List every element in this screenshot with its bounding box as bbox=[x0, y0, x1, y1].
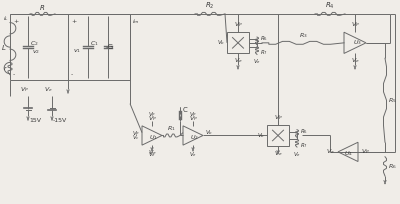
Text: $i_m$: $i_m$ bbox=[132, 17, 140, 26]
Text: $V_P$: $V_P$ bbox=[274, 113, 282, 122]
Text: -: - bbox=[13, 72, 15, 77]
Text: $i_L$: $i_L$ bbox=[3, 14, 9, 23]
Text: $R_1$: $R_1$ bbox=[167, 124, 175, 133]
Text: $V_b$: $V_b$ bbox=[257, 131, 265, 140]
Text: $U_4$: $U_4$ bbox=[344, 149, 354, 158]
Text: $V_e$: $V_e$ bbox=[189, 150, 197, 159]
Text: -: - bbox=[71, 72, 73, 77]
Text: $V_P$: $V_P$ bbox=[188, 114, 198, 123]
Text: $V_P$: $V_P$ bbox=[148, 110, 156, 119]
Text: R: R bbox=[40, 5, 45, 11]
Text: $V_e$: $V_e$ bbox=[253, 57, 261, 66]
Text: $V_P$: $V_P$ bbox=[148, 114, 156, 123]
Text: $V_e$: $V_e$ bbox=[148, 148, 156, 157]
Text: $R_6$: $R_6$ bbox=[300, 127, 308, 136]
Text: +: + bbox=[13, 19, 18, 24]
Text: $V_e$: $V_e$ bbox=[274, 149, 282, 158]
Text: -15V: -15V bbox=[53, 118, 67, 123]
Text: $V_e$: $V_e$ bbox=[234, 56, 242, 65]
Text: $V_e$: $V_e$ bbox=[326, 147, 335, 156]
Text: 15V: 15V bbox=[29, 118, 41, 123]
Text: $U_3$: $U_3$ bbox=[352, 38, 362, 47]
Bar bbox=[227, 32, 249, 53]
Bar bbox=[267, 125, 289, 146]
Text: $V_P$: $V_P$ bbox=[350, 20, 360, 29]
Text: $U_1$: $U_1$ bbox=[148, 133, 158, 142]
Text: $C_2$: $C_2$ bbox=[30, 39, 39, 48]
Text: $R_2$: $R_2$ bbox=[205, 1, 215, 11]
Text: L: L bbox=[2, 45, 6, 51]
Text: $R_7$: $R_7$ bbox=[260, 48, 268, 57]
Text: $V_c$: $V_c$ bbox=[132, 133, 140, 142]
Text: $V_P$: $V_P$ bbox=[234, 20, 242, 29]
Text: C: C bbox=[183, 107, 188, 113]
Text: $R_7$: $R_7$ bbox=[300, 141, 308, 150]
Text: $R_4$: $R_4$ bbox=[325, 1, 335, 11]
Text: $V_P$: $V_P$ bbox=[361, 147, 370, 156]
Text: $C_1$: $C_1$ bbox=[90, 39, 99, 48]
Text: $V_e$: $V_e$ bbox=[44, 85, 52, 94]
Text: $U_2$: $U_2$ bbox=[190, 133, 198, 142]
Text: $V_b$: $V_b$ bbox=[217, 38, 225, 47]
Text: $V_e$: $V_e$ bbox=[351, 56, 359, 65]
Text: $R_3$: $R_3$ bbox=[299, 31, 307, 40]
Text: $V_b$: $V_b$ bbox=[205, 128, 213, 137]
Text: $V_P$: $V_P$ bbox=[20, 85, 28, 94]
Text: -G: -G bbox=[106, 44, 114, 50]
Text: $R_6$: $R_6$ bbox=[260, 34, 268, 43]
Text: $R_5$: $R_5$ bbox=[388, 96, 397, 105]
Text: $R_6$: $R_6$ bbox=[388, 162, 397, 171]
Text: r: r bbox=[4, 66, 6, 71]
Text: $V_P$: $V_P$ bbox=[189, 110, 197, 119]
Text: $V_P$: $V_P$ bbox=[132, 129, 140, 138]
Text: $V_e$: $V_e$ bbox=[293, 150, 301, 159]
Text: +: + bbox=[71, 19, 76, 24]
Text: $v_1$: $v_1$ bbox=[73, 48, 81, 55]
Text: $V_e$: $V_e$ bbox=[148, 150, 156, 159]
Text: $v_2$: $v_2$ bbox=[32, 49, 40, 57]
